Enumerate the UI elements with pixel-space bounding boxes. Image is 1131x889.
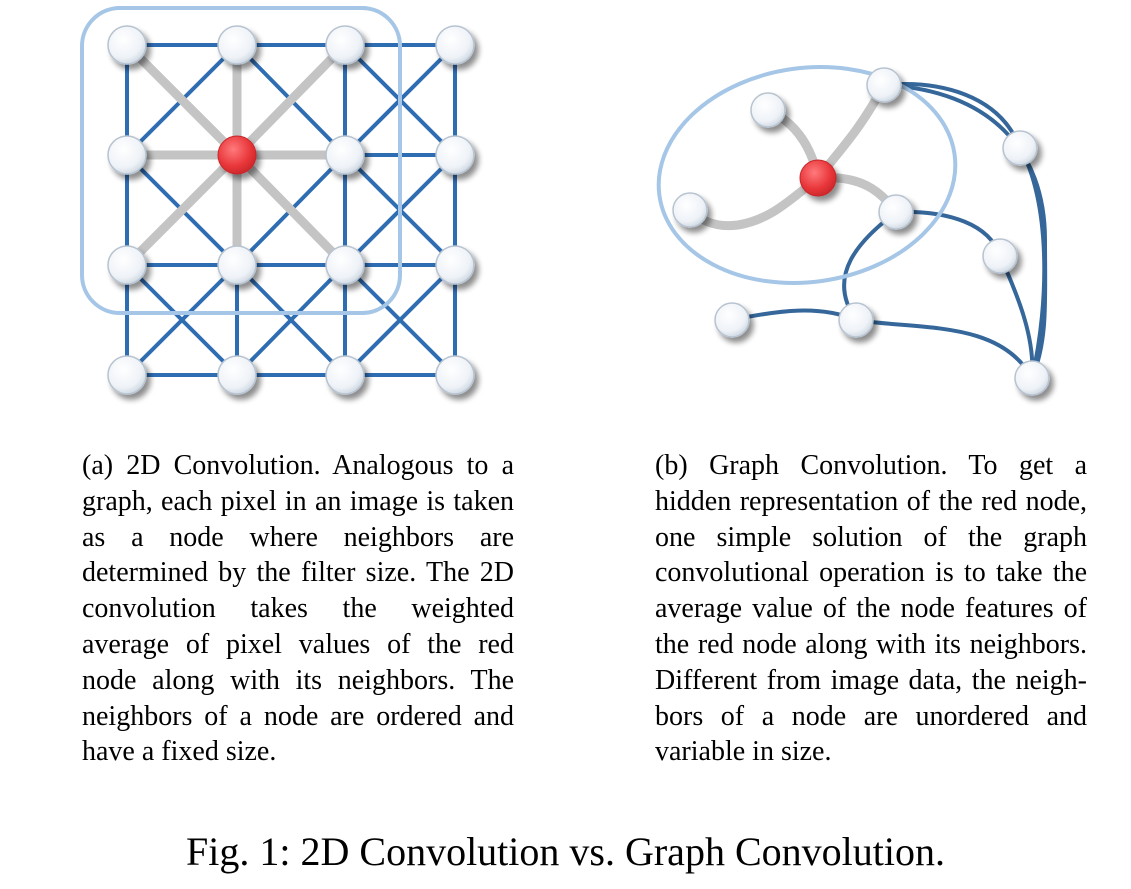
graph-neighbor-edges — [685, 80, 901, 231]
red-target-node — [799, 159, 837, 197]
grid-node — [217, 25, 257, 65]
filter-region — [80, 6, 402, 315]
grid-node — [435, 245, 475, 285]
graph-node — [838, 302, 874, 338]
figure-illustration — [80, 6, 1050, 396]
graph-node — [750, 92, 786, 128]
grid-node — [325, 25, 365, 65]
graph-node — [982, 238, 1018, 274]
grid-node — [107, 25, 147, 65]
graph-node — [878, 194, 914, 230]
grid-node — [325, 245, 365, 285]
grid-node — [435, 355, 475, 395]
grid-node — [217, 355, 257, 395]
graph-node — [714, 302, 750, 338]
grid-node — [107, 355, 147, 395]
red-center-node — [217, 135, 257, 175]
graph-node — [866, 67, 902, 103]
grid-nodes — [107, 25, 475, 395]
grid-node — [217, 245, 257, 285]
graph-node — [1014, 360, 1050, 396]
graph-edges — [730, 82, 1048, 380]
grid-node — [435, 135, 475, 175]
subcaption-b: (b) Graph Convolution. To get a hidden r… — [655, 450, 1087, 768]
subcaption-a: (a) 2D Convolution. Analogous to a graph… — [82, 450, 514, 768]
panel-a-grid-diagram — [80, 6, 475, 395]
grid-node — [107, 135, 147, 175]
panel-b-graph-diagram — [656, 65, 1050, 396]
graph-node — [1002, 130, 1038, 166]
grid-node — [435, 25, 475, 65]
grid-node — [325, 355, 365, 395]
grid-node — [325, 135, 365, 175]
neighborhood-region — [656, 65, 958, 285]
graph-nodes — [672, 67, 1050, 396]
figure-caption: Fig. 1: 2D Convolution vs. Graph Convolu… — [186, 829, 945, 874]
grid-node — [107, 245, 147, 285]
graph-node — [672, 192, 708, 228]
